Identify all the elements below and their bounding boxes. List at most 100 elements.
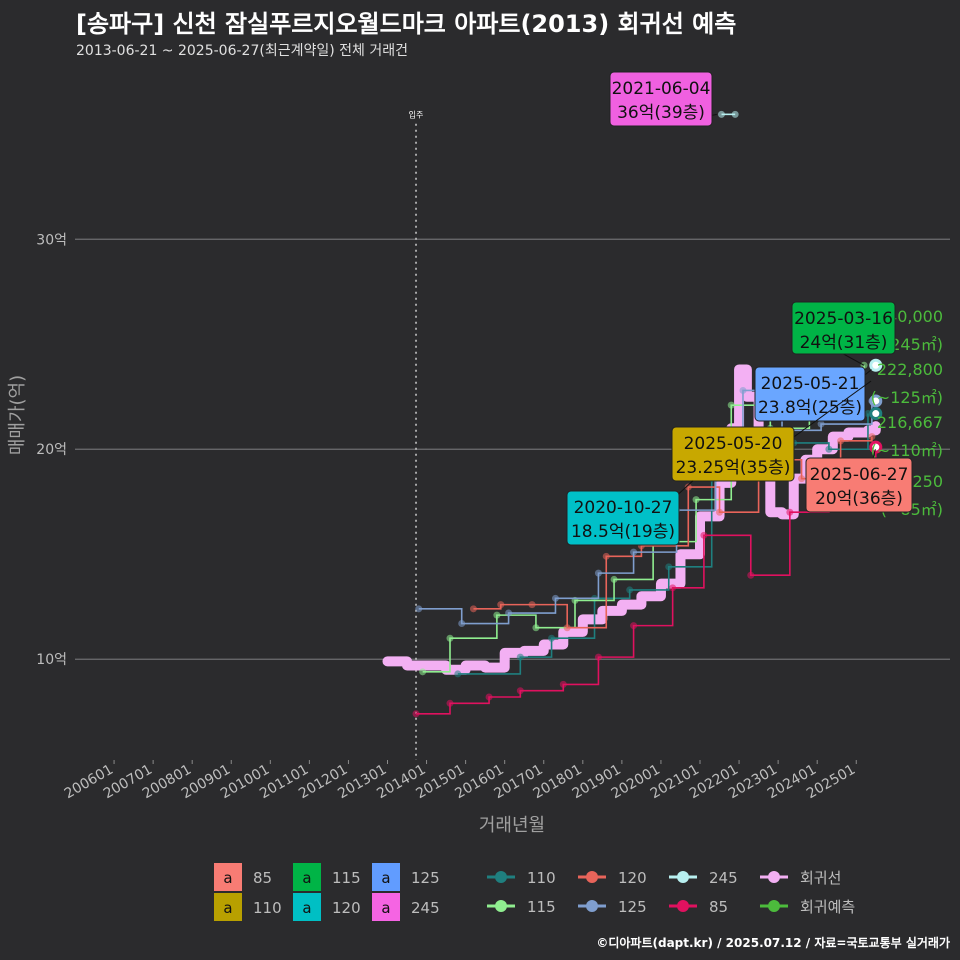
data-point-115: [446, 634, 454, 642]
data-point-85: [516, 687, 524, 695]
move-in-label: 입주: [409, 110, 424, 119]
y-tick-label: 30억: [36, 232, 67, 248]
legend-line-dot: [586, 871, 598, 883]
callout-2025-05-20: 2025-05-20 23.25억(35층): [671, 380, 872, 482]
data-point-120: [837, 437, 845, 445]
legend-area-glyph: a: [381, 899, 390, 917]
legend-area-swatch: [372, 893, 400, 921]
legend-line-label: 85: [709, 898, 728, 916]
legend-area-swatch: [293, 863, 321, 891]
legend-area-label: 110: [253, 899, 282, 917]
legend-area-label: 115: [332, 869, 361, 887]
data-point-120: [716, 508, 724, 516]
legend-area-swatch: [372, 863, 400, 891]
callout-price: 23.8억(25층): [758, 398, 862, 418]
callout-box: [671, 426, 795, 482]
grid-lines: [75, 238, 950, 660]
callout-box: [805, 457, 913, 513]
data-point-115: [532, 624, 540, 632]
x-ticks: 2006012007012008012009012010012011012012…: [62, 760, 858, 802]
y-tick-label: 20억: [36, 442, 67, 458]
credit-line: ©디아파트(dapt.kr) / 2025.07.12 / 자료=국토교통부 실…: [596, 936, 950, 950]
data-point-125: [551, 594, 559, 602]
callouts: 2021-06-0436억(39층)2025-03-1624억(31층)2025…: [566, 71, 913, 546]
data-point-115: [493, 611, 501, 619]
callout-box: [754, 366, 866, 422]
legend-line-dot: [677, 871, 689, 883]
forecast-point: [869, 394, 883, 408]
y-tick-label: 10억: [36, 652, 67, 668]
y-axis-title: 매매가(억): [7, 375, 28, 455]
callout-2025-06-27: 2025-06-27 20억(36층): [805, 449, 913, 513]
data-point-110: [825, 445, 833, 453]
callout-date: 2021-06-04: [612, 79, 711, 99]
callout-date: 2025-05-21: [761, 374, 860, 394]
chart-subtitle: 2013-06-21 ~ 2025-06-27(최근계약일) 전체 거래건: [76, 43, 408, 59]
data-point-85: [786, 508, 794, 516]
legend-line-label: 120: [618, 869, 647, 887]
legend-line-dot: [768, 900, 780, 912]
data-point-110: [626, 586, 634, 594]
move-in-marker: 입주: [409, 110, 424, 760]
data-point-125: [630, 548, 638, 556]
legend-area-swatch: [293, 893, 321, 921]
data-point-120: [469, 605, 477, 613]
data-point-120: [497, 601, 505, 609]
forecast-point: [869, 407, 883, 421]
y-ticks: 10억 20억 30억: [36, 232, 67, 668]
data-point-115: [419, 668, 427, 676]
legend-area-swatch: [214, 863, 242, 891]
callout-box: [566, 490, 680, 546]
data-point-125: [505, 609, 513, 617]
data-point-125: [594, 569, 602, 577]
data-point-125: [415, 605, 423, 613]
data-point-85: [700, 531, 708, 539]
data-point-85: [446, 699, 454, 707]
callout-2020-10-27: 2020-10-27 18.5억(19층): [566, 480, 694, 546]
data-point-120: [684, 483, 692, 491]
data-point-110: [665, 563, 673, 571]
forecast-point: [869, 440, 883, 454]
data-point-115: [610, 575, 618, 583]
legend-line-label: 245: [709, 869, 738, 887]
data-point-125: [817, 420, 825, 428]
forecast-area: (~125㎡): [871, 388, 943, 407]
legend-area-swatch: [214, 893, 242, 921]
legend-area-label: 125: [411, 869, 440, 887]
legend-line-label: 110: [527, 869, 556, 887]
data-point-85: [485, 693, 493, 701]
data-point-120: [563, 624, 571, 632]
callout-leader: [843, 353, 865, 366]
data-point-110: [516, 653, 524, 661]
callout-date: 2025-03-16: [794, 309, 893, 329]
callout-price: 24억(31층): [800, 333, 888, 353]
legend: a 85 a 110 a 115 a 120 a 125 a 245 110 115 120 125 245 85…: [214, 863, 855, 921]
callout-2025-05-21: 2025-05-21 23.8억(25층): [754, 366, 872, 422]
data-point-85: [559, 680, 567, 688]
legend-line-dot: [677, 900, 689, 912]
data-point-85: [412, 710, 420, 718]
legend-area-glyph: a: [223, 899, 232, 917]
legend-line-dot: [495, 900, 507, 912]
callout-2025-03-16: 2025-03-16 24억(31층): [791, 301, 896, 366]
forecast-area: (~110㎡): [871, 441, 943, 460]
callout-price: 18.5억(19층): [571, 522, 675, 542]
legend-line-dot: [495, 871, 507, 883]
legend-area-glyph: a: [381, 869, 390, 887]
legend-line-label: 115: [527, 898, 556, 916]
data-point-85: [594, 653, 602, 661]
legend-area-label: 120: [332, 899, 361, 917]
data-point-125: [458, 620, 466, 628]
series-245: [717, 110, 739, 118]
legend-line-label: 125: [618, 898, 647, 916]
x-axis-title: 거래년월: [479, 815, 545, 836]
legend-area-label: 85: [253, 869, 272, 887]
data-point-110: [454, 670, 462, 678]
forecast-value: 216,667: [877, 413, 943, 432]
forecast-point: [869, 358, 883, 372]
callout-box: [609, 71, 713, 127]
callout-price: 36억(39층): [617, 103, 705, 123]
data-point-245: [731, 110, 739, 118]
callout-box: [791, 301, 896, 355]
